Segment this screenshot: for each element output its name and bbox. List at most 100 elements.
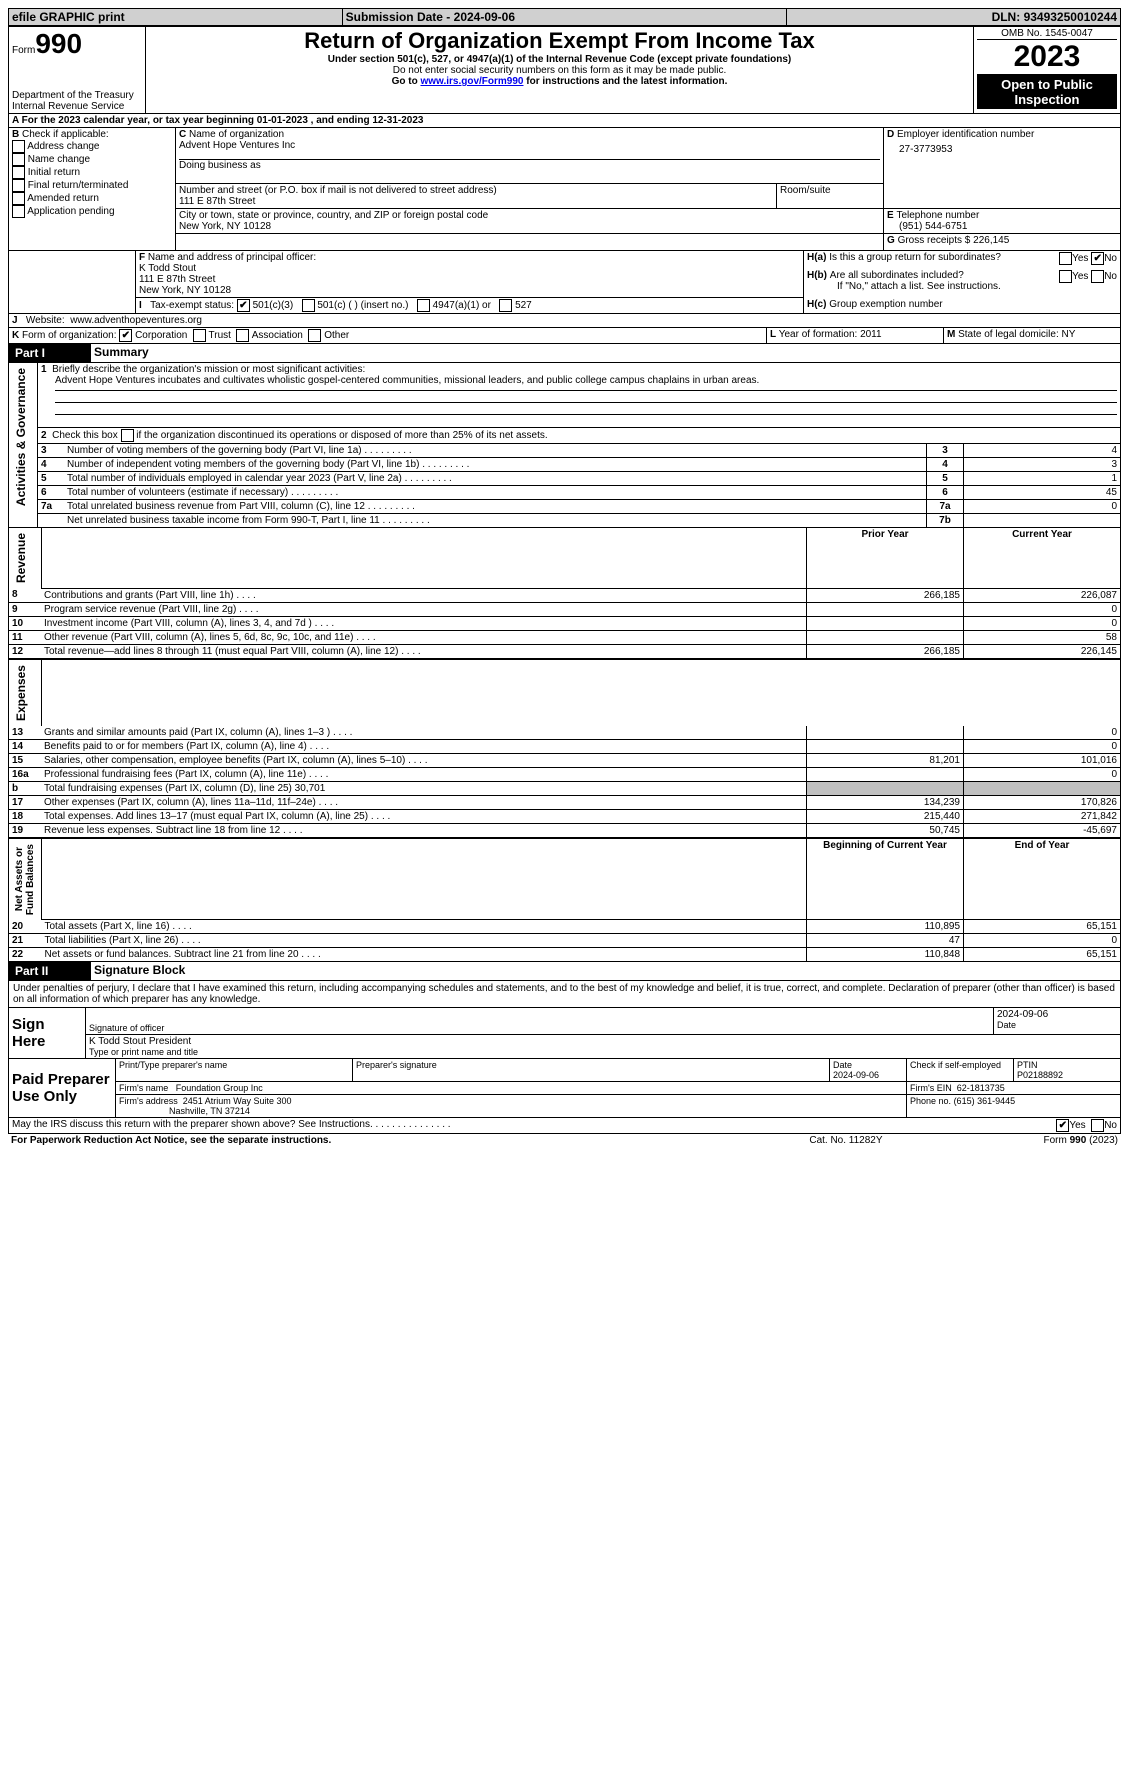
- firm-ein-label: Firm's EIN: [910, 1083, 952, 1093]
- i-cins: 501(c) ( ) (insert no.): [317, 300, 408, 311]
- goto: Go to: [392, 76, 421, 87]
- goto-link[interactable]: www.irs.gov/Form990: [420, 76, 523, 87]
- side-rev: Revenue: [12, 529, 30, 587]
- city-label: City or town, state or province, country…: [179, 210, 880, 221]
- e-label: Telephone number: [896, 210, 979, 221]
- l-val: 2011: [860, 329, 882, 340]
- footer-formyear: (2023): [1086, 1135, 1118, 1146]
- k-corp[interactable]: ✔: [119, 329, 132, 342]
- p-check: Check if self-employed: [907, 1059, 1014, 1082]
- officer-name: K Todd Stout President: [89, 1036, 1117, 1047]
- i-501c[interactable]: [302, 299, 315, 312]
- may-no[interactable]: [1091, 1119, 1104, 1132]
- footer-form: Form: [1044, 1135, 1070, 1146]
- phone: (951) 544-6751: [887, 221, 1117, 232]
- d-label: Employer identification number: [897, 129, 1034, 140]
- b-item-check[interactable]: [12, 205, 25, 218]
- p-sig-label: Preparer's signature: [353, 1059, 830, 1082]
- p-date: 2024-09-06: [833, 1070, 879, 1080]
- i-label: Tax-exempt status:: [150, 300, 234, 311]
- b-item-check[interactable]: [12, 140, 25, 153]
- pra: For Paperwork Reduction Act Notice, see …: [8, 1134, 755, 1147]
- q2-check[interactable]: [121, 429, 134, 442]
- q2b: if the organization discontinued its ope…: [136, 430, 547, 441]
- i-527-label: 527: [515, 300, 532, 311]
- date-label: Date: [997, 1020, 1117, 1030]
- b-item-check[interactable]: [12, 166, 25, 179]
- side-net: Net Assets or Fund Balances: [12, 840, 38, 919]
- k-trust[interactable]: [193, 329, 206, 342]
- firm-addr: 2451 Atrium Way Suite 300: [183, 1096, 292, 1106]
- hb-yes[interactable]: [1059, 270, 1072, 283]
- tax-year: 2023: [977, 40, 1117, 74]
- f-addr: 111 E 87th Street: [139, 274, 800, 285]
- firm-ein: 62-1813735: [957, 1083, 1005, 1093]
- i-527[interactable]: [499, 299, 512, 312]
- col-prior: Prior Year: [807, 528, 964, 589]
- k-other[interactable]: [308, 329, 321, 342]
- header-block: Form990 Department of the Treasury Inter…: [8, 26, 1121, 114]
- hc: Group exemption number: [829, 299, 942, 310]
- part2-title: Part II: [9, 962, 92, 981]
- form-label: Form: [12, 45, 35, 56]
- dln-label: DLN:: [992, 10, 1024, 24]
- footer-formnum: 990: [1070, 1135, 1087, 1146]
- may: May the IRS discuss this return with the…: [12, 1119, 373, 1130]
- b-item-check[interactable]: [12, 153, 25, 166]
- k-assoc[interactable]: [236, 329, 249, 342]
- g-label: Gross receipts $: [898, 235, 971, 246]
- col-curr: Current Year: [964, 528, 1121, 589]
- q2: Check this box: [52, 430, 118, 441]
- l-label: Year of formation:: [779, 329, 860, 340]
- hb-no[interactable]: [1091, 270, 1104, 283]
- goto-tail: for instructions and the latest informat…: [523, 76, 727, 87]
- m-val: NY: [1062, 329, 1076, 340]
- title: Return of Organization Exempt From Incom…: [149, 28, 970, 54]
- ha-no[interactable]: ✔: [1091, 252, 1104, 265]
- ptin: P02188892: [1017, 1070, 1063, 1080]
- top-bar: efile GRAPHIC print Submission Date - 20…: [8, 8, 1121, 26]
- cat: Cat. No. 11282Y: [755, 1134, 936, 1147]
- room-label: Room/suite: [777, 184, 884, 209]
- f-label: Name and address of principal officer:: [148, 252, 316, 263]
- i-4947[interactable]: [417, 299, 430, 312]
- subtitle: Under section 501(c), 527, or 4947(a)(1)…: [149, 54, 970, 65]
- sig-date: 2024-09-06: [997, 1009, 1117, 1020]
- b-label: Check if applicable:: [22, 129, 109, 140]
- ha-yes[interactable]: [1059, 252, 1072, 265]
- subdate: 2024-09-06: [454, 10, 515, 24]
- ein: 27-3773953: [887, 140, 1117, 155]
- org-name: Advent Hope Ventures Inc: [179, 140, 880, 151]
- dln: 93493250010244: [1024, 10, 1117, 24]
- declaration: Under penalties of perjury, I declare th…: [8, 981, 1121, 1008]
- omb: OMB No. 1545-0047: [977, 28, 1117, 40]
- q1: Briefly describe the organization's miss…: [52, 364, 365, 375]
- hb: Are all subordinates included?: [830, 270, 964, 281]
- f-name: K Todd Stout: [139, 263, 800, 274]
- i-501c3[interactable]: ✔: [237, 299, 250, 312]
- efile-btn[interactable]: efile GRAPHIC print: [9, 9, 343, 26]
- ha: Is this a group return for subordinates?: [829, 252, 1001, 263]
- k-trust-label: Trust: [209, 330, 231, 341]
- k-label: Form of organization:: [22, 330, 117, 341]
- p-date-label: Date: [833, 1060, 852, 1070]
- subdate-label: Submission Date -: [346, 10, 454, 24]
- k-corp-label: Corporation: [135, 330, 187, 341]
- i-c3: 501(c)(3): [253, 300, 294, 311]
- m-label: State of legal domicile:: [958, 329, 1061, 340]
- k-other-label: Other: [324, 330, 349, 341]
- part1-heading: Summary: [91, 344, 1121, 363]
- sig-officer-label: Signature of officer: [89, 1023, 990, 1033]
- gross: 226,145: [973, 235, 1009, 246]
- may-yes[interactable]: ✔: [1056, 1119, 1069, 1132]
- form-num: 990: [35, 28, 82, 59]
- paid-label: Paid Preparer Use Only: [9, 1059, 116, 1118]
- addr-label: Number and street (or P.O. box if mail i…: [179, 185, 773, 196]
- b-item-check[interactable]: [12, 179, 25, 192]
- dba-label: Doing business as: [179, 159, 880, 171]
- firm-city: Nashville, TN 37214: [169, 1106, 250, 1116]
- b-item-check[interactable]: [12, 192, 25, 205]
- side-ag: Activities & Governance: [12, 364, 30, 510]
- phone-label: Phone no.: [910, 1096, 951, 1106]
- firm-addr-label: Firm's address: [119, 1096, 178, 1106]
